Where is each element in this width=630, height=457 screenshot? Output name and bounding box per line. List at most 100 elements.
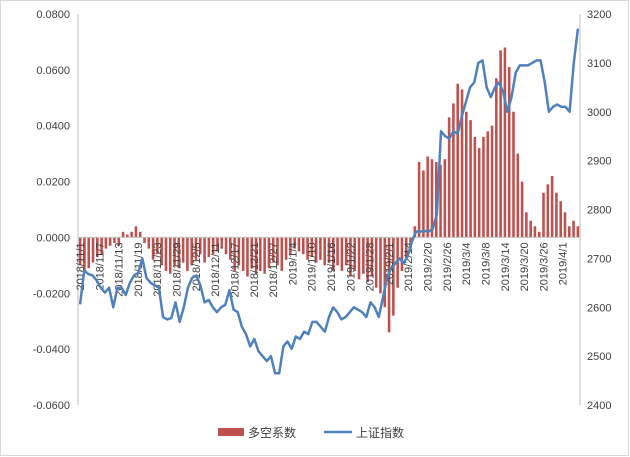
bar (198, 237, 202, 255)
bar (306, 237, 309, 260)
x-axis-ticks: 2018/11/1 2018/11/7 2018/11/13 2018/11/19 20… (75, 242, 570, 297)
left-tick-label: 0.0000 (36, 232, 70, 244)
x-tick-label: 2019/2/1 (384, 242, 396, 285)
left-tick-label: 0.0800 (36, 9, 70, 21)
bar (78, 237, 82, 266)
bar (229, 237, 232, 260)
bar (156, 237, 159, 255)
bar (344, 237, 348, 266)
bar (516, 153, 520, 238)
bar (108, 237, 112, 246)
bar (495, 78, 498, 238)
bar (362, 237, 365, 274)
left-tick-label: -0.0400 (33, 344, 70, 356)
bar (417, 162, 421, 238)
bar (434, 162, 438, 238)
bar (482, 136, 485, 238)
right-tick-label: 3000 (587, 107, 611, 119)
left-tick-label: 0.0600 (36, 65, 70, 77)
bar (181, 237, 185, 263)
bar (477, 148, 481, 238)
x-tick-label: 2019/3/8 (480, 242, 492, 285)
bar (447, 117, 451, 238)
x-tick-label: 2018/11/7 (94, 242, 106, 290)
bar (392, 237, 395, 316)
bar (220, 237, 224, 249)
bar (267, 237, 271, 269)
bar (284, 237, 288, 260)
bar (370, 237, 374, 277)
bar (340, 237, 344, 271)
x-tick-label: 2018/12/17 (229, 242, 241, 297)
bar (96, 237, 99, 257)
right-tick-label: 2800 (587, 205, 611, 217)
bar (143, 237, 146, 244)
bar (576, 226, 580, 238)
bar (113, 237, 116, 244)
bar (332, 237, 335, 271)
bar (259, 237, 262, 271)
bar (349, 237, 352, 277)
bar (134, 226, 138, 238)
bar (353, 237, 357, 271)
right-tick-label: 2500 (587, 351, 611, 363)
right-tick-label: 2700 (587, 253, 611, 265)
bar (87, 237, 91, 269)
bar (469, 120, 472, 238)
bar (104, 237, 108, 249)
legend-label-bar: 多空系数 (248, 425, 296, 440)
bar (525, 212, 528, 238)
x-tick-label: 2019/4/1 (558, 242, 570, 285)
bar (190, 237, 193, 266)
bar (160, 237, 163, 266)
bar (503, 47, 507, 238)
right-tick-label: 2900 (587, 156, 611, 168)
bar (289, 237, 292, 255)
bar (130, 231, 133, 238)
bar (430, 159, 434, 238)
x-tick-label: 2019/1/16 (326, 242, 338, 291)
bar (254, 237, 258, 274)
x-tick-label: 2019/3/14 (500, 242, 512, 291)
bar (168, 237, 172, 274)
legend-swatch-bar (218, 428, 244, 436)
bar (138, 231, 142, 238)
bar (422, 170, 425, 238)
x-tick-label: 2018/12/21 (249, 242, 261, 297)
x-tick-label: 2018/11/1 (75, 242, 87, 290)
x-tick-label: 2019/1/28 (365, 242, 377, 291)
right-axis-ticks: 3200 3100 3000 2900 2800 2700 2600 2500 2400 (587, 9, 611, 412)
x-tick-label: 2019/3/20 (519, 242, 531, 291)
x-tick-label: 2019/3/4 (461, 242, 473, 285)
x-tick-label: 2018/12/27 (268, 242, 280, 297)
bar (426, 156, 429, 238)
bar (529, 220, 532, 238)
bar (559, 201, 562, 238)
bar (203, 237, 206, 263)
right-tick-label: 3100 (587, 58, 611, 70)
bar (263, 237, 266, 274)
legend-label-line: 上证指数 (356, 425, 404, 440)
bar (126, 234, 129, 238)
bar (336, 237, 339, 266)
left-tick-label: 0.0400 (36, 121, 70, 133)
bar (147, 237, 151, 249)
bar (211, 237, 215, 255)
x-tick-label: 2019/2/14 (403, 242, 415, 291)
x-tick-label: 2018/11/23 (152, 242, 164, 296)
left-tick-label: 0.0200 (36, 177, 70, 189)
bar (233, 237, 236, 271)
bar (280, 237, 284, 271)
bar (546, 184, 550, 238)
bar (499, 50, 502, 238)
bar (460, 89, 464, 238)
bar (310, 237, 314, 257)
bar (396, 237, 399, 288)
bar (327, 237, 331, 263)
bar (567, 226, 571, 238)
bar (387, 237, 391, 333)
bar (443, 159, 447, 238)
bar (121, 231, 125, 238)
bar (383, 237, 387, 308)
